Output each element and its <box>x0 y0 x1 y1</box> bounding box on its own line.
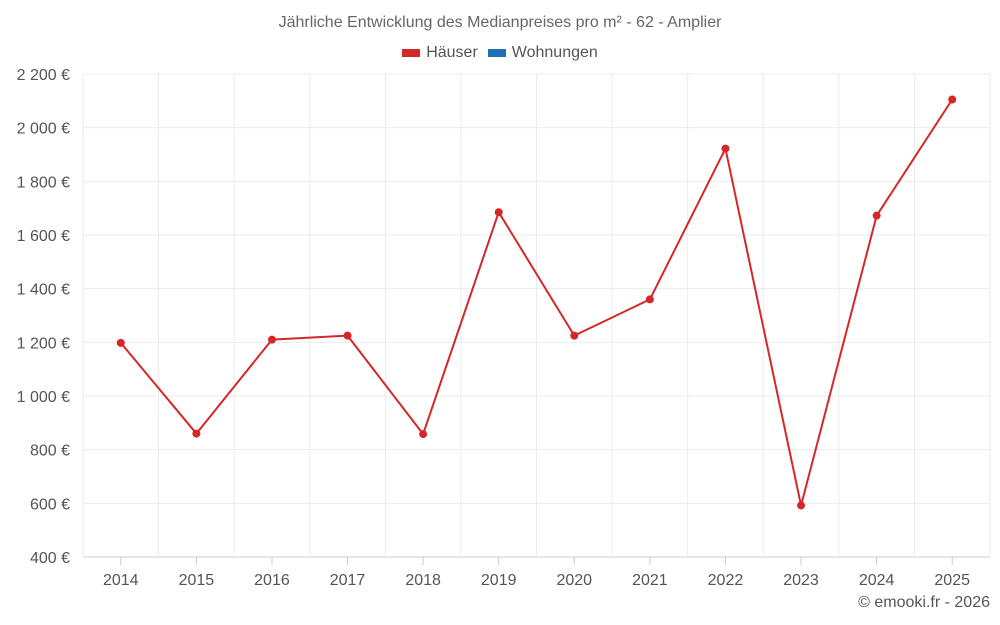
x-tick-label: 2022 <box>708 572 744 589</box>
legend: Häuser Wohnungen <box>0 44 1000 62</box>
data-point <box>267 335 276 344</box>
data-point <box>343 331 352 340</box>
legend-item-wohnungen[interactable]: Wohnungen <box>487 44 598 62</box>
y-tick-label: 1 400 € <box>17 282 70 299</box>
data-point <box>419 430 428 439</box>
data-point <box>797 501 806 510</box>
data-point <box>721 144 730 153</box>
y-tick-label: 400 € <box>30 550 70 567</box>
legend-item-haeuser[interactable]: Häuser <box>402 44 478 62</box>
y-tick-label: 1 200 € <box>17 335 70 352</box>
y-tick-label: 800 € <box>30 443 70 460</box>
legend-label-wohnungen: Wohnungen <box>511 44 598 61</box>
y-tick-label: 600 € <box>30 496 70 513</box>
data-point <box>570 331 579 340</box>
y-tick-label: 1 000 € <box>17 389 70 406</box>
y-tick-label: 2 000 € <box>17 121 70 138</box>
legend-swatch-wohnungen <box>487 49 506 57</box>
data-point <box>948 95 957 104</box>
x-tick-label: 2025 <box>934 572 970 589</box>
x-tick-label: 2014 <box>103 572 139 589</box>
x-tick-label: 2024 <box>859 572 895 589</box>
data-point <box>494 208 503 217</box>
chart-title: Jährliche Entwicklung des Medianpreises … <box>278 14 722 31</box>
data-point <box>116 338 125 347</box>
x-tick-label: 2021 <box>632 572 668 589</box>
x-tick-label: 2017 <box>330 572 366 589</box>
x-tick-label: 2018 <box>405 572 441 589</box>
data-point <box>645 295 654 304</box>
x-tick-label: 2019 <box>481 572 517 589</box>
x-tick-label: 2023 <box>783 572 819 589</box>
x-tick-label: 2020 <box>556 572 592 589</box>
legend-label-haeuser: Häuser <box>426 44 478 61</box>
credit-text: © emooki.fr - 2026 <box>858 594 990 611</box>
legend-swatch-haeuser <box>402 49 421 57</box>
y-tick-label: 2 200 € <box>17 67 70 84</box>
y-tick-label: 1 600 € <box>17 228 70 245</box>
data-point <box>872 211 881 220</box>
y-tick-label: 1 800 € <box>17 174 70 191</box>
x-tick-label: 2016 <box>254 572 290 589</box>
x-tick-label: 2015 <box>179 572 215 589</box>
data-point <box>192 429 201 438</box>
series-line-haeuser <box>120 98 954 507</box>
